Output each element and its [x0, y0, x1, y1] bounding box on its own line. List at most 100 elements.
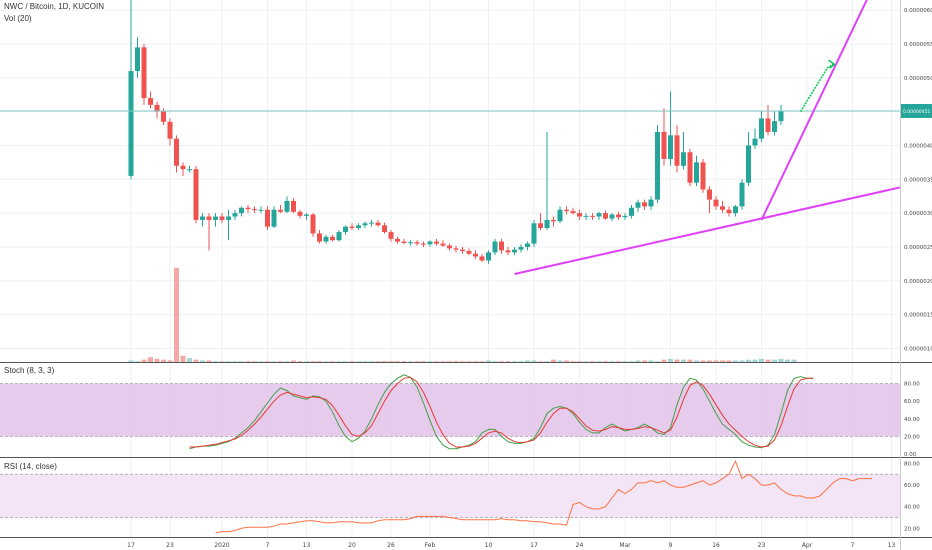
candle-body: [453, 248, 459, 250]
volume-bar: [538, 361, 543, 362]
rsi-line: [215, 459, 872, 534]
candle-body: [375, 222, 381, 226]
support-trendline: [514, 186, 901, 276]
candle-body: [219, 216, 225, 220]
candle-body: [564, 209, 569, 212]
volume-bar: [447, 361, 452, 362]
date-tick-label: 10: [485, 542, 493, 549]
volume-bar: [395, 361, 400, 362]
volume-bar: [661, 359, 667, 362]
volume-bar: [583, 361, 589, 362]
price-tick-label: 0.00000350: [904, 177, 932, 183]
volume-bar: [713, 360, 719, 362]
price-tick-label: 0.00000600: [904, 8, 932, 14]
volume-bar: [512, 361, 517, 362]
volume-bar: [317, 361, 322, 362]
candle-body: [317, 233, 322, 242]
candle-body: [213, 216, 218, 220]
price-axis[interactable]: 0.000006000.000005500.000005000.00000450…: [901, 8, 932, 532]
date-tick-label: Feb: [425, 542, 436, 549]
candle-body: [694, 162, 699, 183]
candle-body: [668, 135, 673, 160]
date-tick-label: 17: [530, 542, 538, 549]
volume-bar: [557, 360, 563, 362]
volume-bar: [284, 361, 290, 362]
last-price-badge: [901, 103, 932, 118]
volume-bar: [271, 361, 277, 362]
rsi-tick-label: 40.00: [904, 505, 920, 511]
volume-bar: [700, 360, 706, 362]
volume-bar: [681, 359, 686, 362]
candle-body: [161, 111, 166, 122]
candle-body: [187, 169, 192, 171]
candle-body: [655, 131, 660, 200]
volume-bar: [206, 360, 212, 362]
date-axis[interactable]: 17 23 2020 7 13 20 26 Feb 10 17 24 Mar 9 16 23 Apr 7 13: [127, 542, 895, 549]
rsi-tick-label: 20.00: [904, 526, 920, 532]
candle-body: [577, 213, 582, 217]
volume-bar: [785, 359, 790, 362]
candle-body: [635, 202, 641, 208]
candle-body: [258, 209, 264, 211]
volume-bar: [427, 361, 433, 362]
volume-bar: [570, 361, 576, 362]
candle-body: [167, 121, 173, 139]
candle-body: [180, 165, 186, 170]
price-tick-label: 0.00000150: [904, 313, 932, 319]
volume-bar: [336, 361, 342, 362]
candle-body: [460, 249, 465, 252]
volume-bar: [752, 359, 758, 362]
candle-body: [349, 226, 355, 229]
volume-bar: [765, 359, 771, 362]
volume-bar: [505, 361, 511, 362]
candle-body: [642, 202, 647, 207]
projection-arrow: [799, 63, 834, 113]
price-tick-label: 0.00000250: [904, 245, 932, 251]
candle-body: [674, 135, 680, 166]
volume-bar: [622, 361, 628, 362]
candle-body: [590, 215, 595, 217]
candle-body: [551, 219, 556, 222]
volume-bar: [707, 360, 712, 362]
candle-body: [531, 223, 537, 244]
candle-body: [148, 98, 153, 105]
candle-body: [434, 241, 439, 244]
candle-body: [518, 246, 524, 250]
candle-body: [616, 214, 621, 218]
volume-bar: [440, 361, 446, 362]
volume-bar: [278, 361, 283, 362]
date-tick-label: 23: [166, 542, 174, 549]
price-tick-label: 0.00000400: [904, 143, 932, 149]
candle-body: [687, 152, 693, 183]
volume-bar: [349, 361, 355, 362]
candle-body: [525, 243, 530, 247]
candle-body: [681, 152, 686, 166]
stoch-tick-label: 80.00: [904, 382, 920, 388]
volume-bar: [408, 361, 413, 362]
volume-bar: [291, 360, 296, 362]
candle-body: [778, 110, 784, 122]
candle-body: [408, 242, 413, 244]
volume-bar: [421, 361, 426, 362]
date-tick-label: 7: [851, 542, 855, 549]
candle-body: [278, 209, 283, 212]
volume-bar: [544, 361, 550, 362]
candle-body: [512, 249, 517, 253]
rsi-tick-label: 80.00: [904, 461, 920, 467]
volume-bar: [668, 358, 673, 362]
volume-bar: [167, 360, 173, 362]
price-candles: [128, 0, 784, 264]
candle-body: [466, 251, 472, 254]
candle-body: [772, 121, 777, 132]
candle-body: [752, 138, 758, 146]
rsi-band: [0, 474, 900, 518]
volume-bar: [726, 360, 732, 362]
candle-body: [135, 47, 140, 72]
volume-bar: [486, 360, 491, 362]
candle-body: [622, 215, 628, 218]
volume-bar: [648, 360, 654, 362]
candle-body: [362, 223, 368, 226]
stoch-tick-label: 20.00: [904, 434, 920, 440]
candle-body: [174, 138, 179, 166]
